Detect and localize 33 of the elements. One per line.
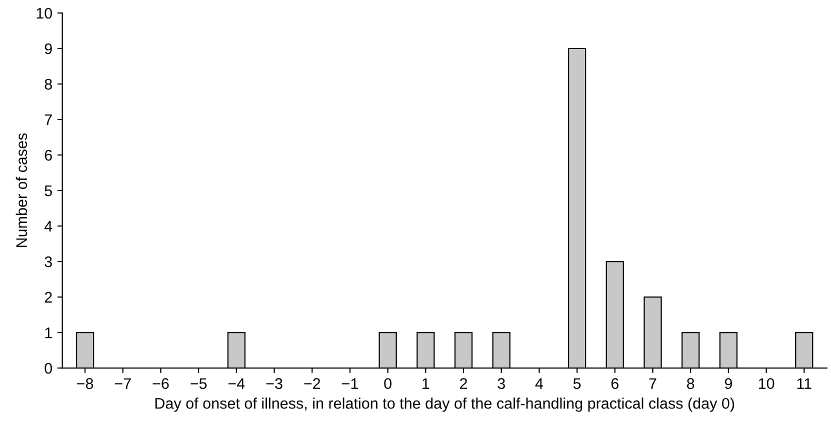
x-tick-label: 11 (797, 378, 812, 389)
y-tick-label: 4 (44, 221, 52, 232)
x-tick-label: 1 (422, 378, 430, 389)
x-tick-label: −1 (342, 378, 358, 389)
x-tick-label: −6 (152, 378, 169, 389)
x-tick-label: 5 (573, 378, 581, 389)
x-tick-label: 7 (649, 378, 656, 389)
y-tick-label: 2 (44, 292, 52, 303)
y-tick-label: 9 (44, 43, 52, 54)
y-tick-label: 3 (44, 256, 52, 268)
x-tick-label: −5 (190, 378, 207, 389)
y-tick-label: 8 (44, 78, 52, 90)
x-tick-label: 0 (384, 378, 392, 389)
x-tick-label: 8 (687, 378, 694, 389)
x-axis-title: Day of onset of illness, in relation to the day of the calf-handling practical class (day 0) (155, 398, 734, 412)
x-tick-label: −3 (266, 378, 282, 389)
x-tick-label: −7 (114, 378, 131, 389)
x-tick-label: 10 (758, 378, 774, 389)
y-tick-label: 5 (44, 186, 52, 196)
y-tick-label: 6 (44, 150, 52, 161)
x-tick-label: 9 (724, 378, 732, 389)
y-axis-title: Number of cases (16, 133, 28, 247)
y-tick-label: 0 (44, 362, 52, 374)
x-tick-label: 4 (535, 378, 544, 389)
y-tick-label: 1 (45, 328, 52, 338)
y-tick-label: 10 (36, 8, 52, 19)
x-tick-label: 2 (460, 378, 467, 389)
x-tick-label: −8 (77, 378, 94, 389)
x-tick-label: −4 (228, 378, 245, 389)
y-tick-label: 7 (44, 114, 52, 126)
x-tick-label: 6 (611, 378, 618, 389)
x-tick-label: −2 (304, 378, 320, 389)
x-tick-label: 3 (498, 378, 505, 389)
